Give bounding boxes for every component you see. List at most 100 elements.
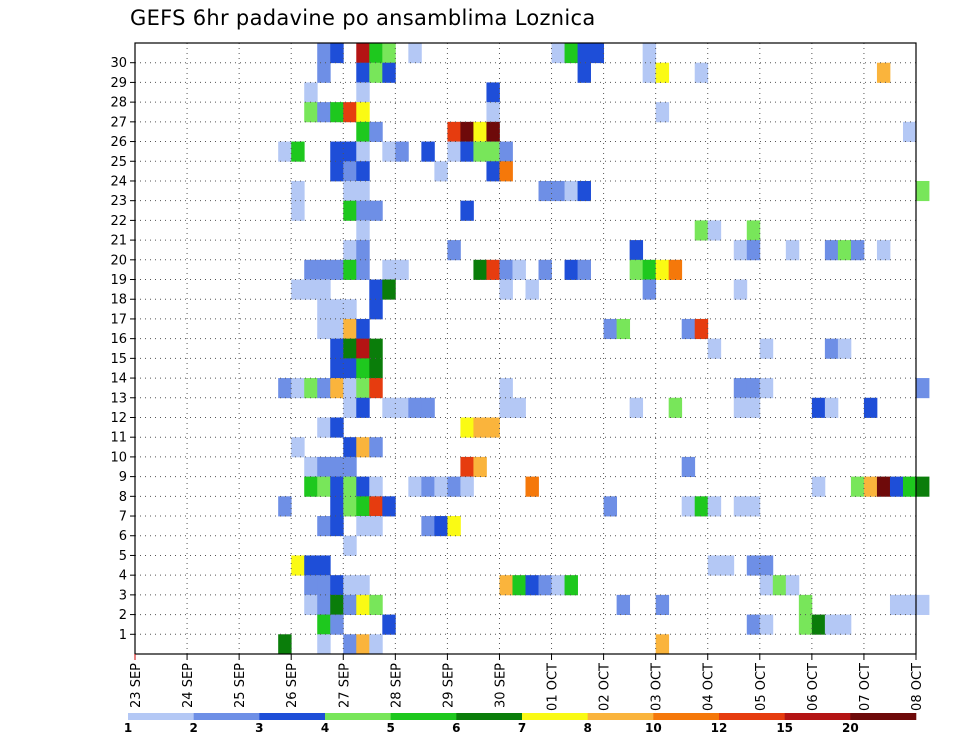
heatmap-cell [525,279,539,300]
heatmap-cell [434,161,448,182]
heatmap-cell [486,141,500,162]
heatmap-cell [473,456,487,478]
heatmap-cell [343,535,357,556]
x-tick-label: 25 SEP [233,663,248,708]
heatmap-cell [577,62,591,83]
heatmap-cell [486,417,500,438]
heatmap-cell [759,614,774,635]
heatmap-cell [369,437,383,458]
x-tick-label: 04 OCT [702,663,717,711]
heatmap-cell [460,417,474,438]
heatmap-cell [486,121,500,142]
heatmap-cell [304,555,318,576]
y-tick-label: 8 [119,490,127,505]
heatmap-cell [811,397,826,418]
heatmap-cell [668,259,683,280]
heatmap-cell [538,575,552,596]
y-tick-label: 26 [110,135,127,150]
heatmap-cell [499,141,513,162]
heatmap-cell [369,496,383,517]
heatmap-cell [330,141,344,162]
heatmap-cell [473,259,487,280]
heatmap-cell [382,43,396,64]
heatmap-cell [343,161,357,182]
heatmap-cell [382,397,396,418]
y-tick-label: 6 [119,529,127,544]
legend-swatch [390,713,457,720]
heatmap-cell [343,358,357,379]
heatmap-cell [499,397,513,418]
heatmap-cell [694,318,709,340]
heatmap-cell [798,594,813,615]
heatmap-cell [369,516,383,537]
y-tick-label: 30 [110,56,127,71]
heatmap-cell [447,121,461,142]
heatmap-cell [551,575,565,596]
y-tick-label: 2 [119,608,127,623]
heatmap-cell [460,121,474,142]
heatmap-cell [525,575,539,596]
heatmap-cell [759,555,774,576]
heatmap-cell [408,43,422,64]
heatmap-cell [746,496,761,517]
heatmap-cell [356,437,370,458]
heatmap-cell [486,161,500,182]
legend-label: 20 [842,721,859,735]
legend-swatch [128,713,194,720]
heatmap-cell [746,378,761,399]
heatmap-cell [551,43,565,64]
heatmap-cell [499,259,513,280]
x-tick-label: 08 OCT [910,663,925,711]
heatmap-cell [330,318,344,340]
heatmap-cell [590,43,604,64]
heatmap-cell [330,575,344,596]
y-tick-label: 13 [110,391,127,406]
heatmap-cell [343,141,357,162]
heatmap-cell [421,397,435,418]
heatmap-cell [356,594,370,615]
heatmap-cell [824,397,839,418]
heatmap-cell [291,279,305,300]
heatmap-cell [460,476,474,497]
legend-label: 1 [124,721,132,735]
heatmap-cell [564,180,578,202]
y-tick-label: 5 [119,549,127,564]
heatmap-cell [707,338,722,359]
heatmap-cell [850,476,865,497]
heatmap-cell [460,456,474,478]
heatmap-cell [564,259,578,280]
y-tick-label: 1 [119,628,127,643]
heatmap-cell [707,220,722,241]
heatmap-cell [317,417,331,438]
heatmap-cell [356,161,370,182]
heatmap-cell [369,358,383,379]
heatmap-cell [616,594,631,615]
legend-swatch [193,713,260,720]
heatmap-cell [317,378,331,399]
heatmap-cell [356,476,370,497]
heatmap-cell [356,516,370,537]
heatmap-cell [330,594,344,615]
heatmap-cell [369,43,383,64]
y-tick-label: 22 [110,214,127,229]
heatmap-cell [343,634,357,655]
legend-swatch [850,713,917,720]
x-tick-label: 30 SEP [493,663,508,708]
heatmap-cell [317,575,331,596]
heatmap-cell [447,516,461,537]
y-tick-label: 12 [110,411,127,426]
y-tick-label: 27 [110,115,127,130]
heatmap-cell [538,180,552,202]
heatmap-cell [317,476,331,497]
x-tick-label: 02 OCT [598,663,613,711]
heatmap-cell [330,476,344,497]
legend-label: 5 [386,721,394,735]
heatmap-cell [317,456,331,478]
heatmap-cell [356,220,370,241]
heatmap-cell [863,476,878,497]
heatmap-cell [746,555,761,576]
x-tick-label: 01 OCT [546,663,561,711]
heatmap-cell [916,476,930,497]
heatmap-cell [369,476,383,497]
